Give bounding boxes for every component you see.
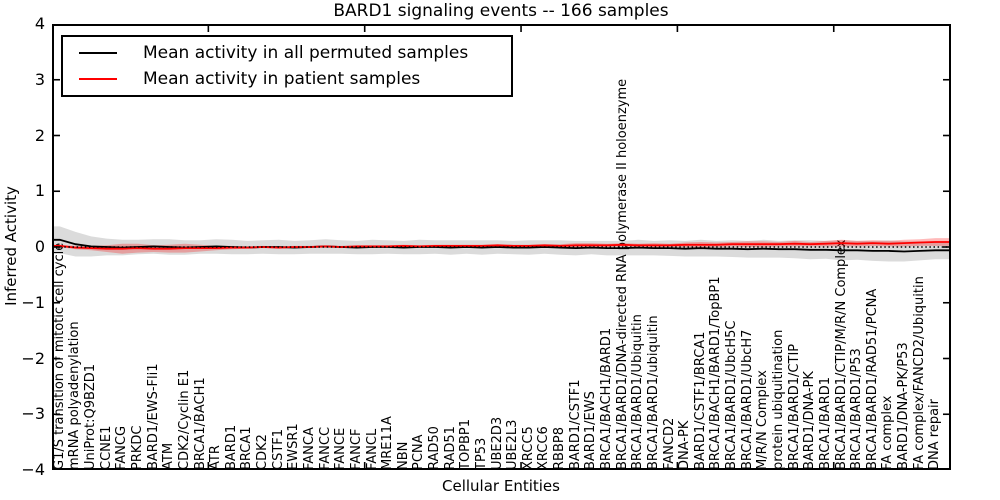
y-tick-label: 3 [34,69,45,89]
legend-item-permuted: Mean activity in all permuted samples [63,43,511,63]
chart-canvas [52,24,951,470]
permuted-line-swatch [79,52,117,54]
patient-line-swatch [79,78,117,80]
y-tick-label: 1 [34,181,45,201]
y-tick-label: −4 [21,460,45,479]
y-tick-label: 2 [34,125,45,145]
permuted-mean-line [52,238,951,253]
permuted-std-band [52,226,951,262]
legend-label-patient: Mean activity in patient samples [143,69,421,89]
x-axis-label: Cellular Entities [442,477,560,495]
legend-item-patient: Mean activity in patient samples [63,69,511,89]
legend-label-permuted: Mean activity in all permuted samples [143,43,469,63]
y-tick-label: 0 [34,237,45,256]
patient-mean-line [52,241,951,250]
axes-frame [52,24,951,470]
legend: Mean activity in all permuted samples Me… [61,35,513,97]
chart-title: BARD1 signaling events -- 166 samples [333,1,669,21]
y-tick-label: −1 [21,292,45,312]
y-tick-label: 4 [34,14,45,33]
y-tick-label: −3 [21,404,45,424]
y-tick-label: −2 [21,348,45,368]
